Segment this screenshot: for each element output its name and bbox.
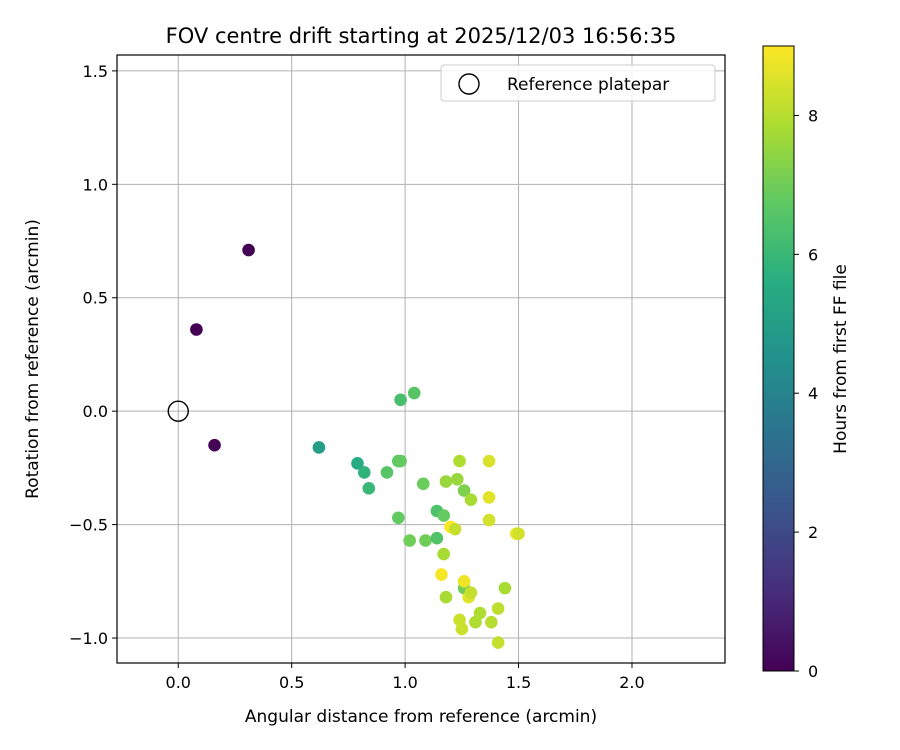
data-point xyxy=(394,454,407,468)
data-point xyxy=(392,511,405,525)
colorbar-tick-label: 2 xyxy=(808,523,818,542)
data-point xyxy=(512,527,525,540)
x-tick-label: 1.0 xyxy=(392,673,417,692)
data-point xyxy=(498,581,512,595)
data-points xyxy=(190,243,525,649)
data-point xyxy=(380,466,394,479)
data-point xyxy=(407,386,421,400)
data-point xyxy=(473,606,487,620)
data-point xyxy=(464,493,478,506)
y-tick-label: −1.0 xyxy=(69,629,108,648)
data-point xyxy=(437,547,450,561)
data-point xyxy=(450,472,464,486)
data-point xyxy=(351,457,364,470)
x-tick-label: 2.0 xyxy=(619,673,644,692)
colorbar-tick-label: 4 xyxy=(808,384,818,403)
colorbar: 0 2 4 6 8 Hours from first FF file xyxy=(762,45,851,681)
data-point xyxy=(362,482,376,495)
y-tick-label: 0.5 xyxy=(83,289,108,308)
reference-layer xyxy=(167,400,189,422)
data-point xyxy=(403,534,416,547)
data-point xyxy=(457,484,471,497)
x-tick-label: 1.5 xyxy=(506,673,531,692)
data-point xyxy=(435,568,448,581)
plot-frame xyxy=(116,54,726,664)
data-point xyxy=(457,575,471,588)
data-point xyxy=(394,393,407,407)
colorbar-tick-label: 8 xyxy=(808,106,818,125)
data-point xyxy=(419,534,432,547)
data-point xyxy=(453,454,466,468)
data-point xyxy=(455,622,469,636)
y-tick-label: 1.0 xyxy=(83,175,108,194)
data-point xyxy=(482,513,496,527)
x-tick-label: 0.0 xyxy=(166,673,191,692)
colorbar-tick-label: 6 xyxy=(808,245,818,264)
colorbar-ticks: 0 2 4 6 8 xyxy=(794,106,818,681)
data-point xyxy=(485,615,498,629)
y-tick-label: 1.5 xyxy=(83,62,108,81)
legend-reference-marker xyxy=(458,73,480,95)
legend-box xyxy=(440,64,716,102)
legend: Reference platepar xyxy=(440,64,716,102)
x-axis-label: Angular distance from reference (arcmin) xyxy=(245,707,597,727)
data-point xyxy=(312,441,326,454)
data-point xyxy=(208,438,221,452)
data-point xyxy=(190,323,203,336)
data-point xyxy=(357,466,371,479)
data-point xyxy=(439,590,453,604)
y-axis-ticks: −1.0 −0.5 0.0 0.5 1.0 1.5 xyxy=(69,62,117,648)
colorbar-label: Hours from first FF file xyxy=(831,264,851,454)
data-point xyxy=(491,636,505,649)
data-point xyxy=(482,491,496,504)
data-point xyxy=(430,531,444,545)
y-tick-label: 0.0 xyxy=(83,402,108,421)
data-point xyxy=(482,454,496,468)
data-point xyxy=(439,475,453,488)
data-point xyxy=(491,602,505,615)
colorbar-gradient xyxy=(762,45,795,672)
legend-label: Reference platepar xyxy=(507,75,669,95)
x-axis-ticks: 0.0 0.5 1.0 1.5 2.0 xyxy=(166,663,645,692)
data-point xyxy=(437,509,450,522)
y-tick-label: −0.5 xyxy=(69,516,108,535)
x-tick-label: 0.5 xyxy=(279,673,304,692)
grid xyxy=(117,55,725,663)
data-point xyxy=(242,243,255,257)
data-point xyxy=(416,477,430,491)
data-point xyxy=(464,586,478,599)
chart-title: FOV centre drift starting at 2025/12/03 … xyxy=(166,24,677,48)
y-axis-label: Rotation from reference (arcmin) xyxy=(23,219,43,499)
colorbar-tick-label: 0 xyxy=(808,662,818,681)
reference-platepar-marker xyxy=(167,400,189,422)
data-point xyxy=(448,522,462,536)
